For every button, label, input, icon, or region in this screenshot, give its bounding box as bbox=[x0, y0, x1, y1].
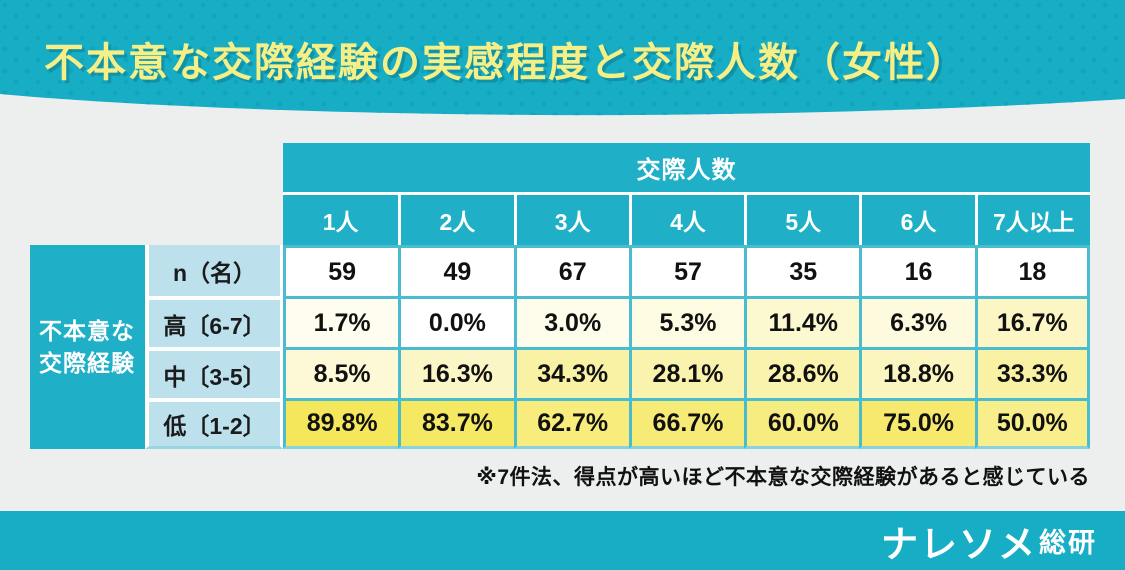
table-value-cell: 66.7% bbox=[628, 398, 745, 449]
table-value-cell: 16.7% bbox=[974, 296, 1090, 347]
table-value-cell: 8.5% bbox=[283, 347, 399, 398]
column-header: 2人 bbox=[398, 195, 514, 245]
table-value-cell: 75.0% bbox=[859, 398, 975, 449]
table-value-cell: 33.3% bbox=[974, 347, 1090, 398]
table-value-cell: 0.0% bbox=[398, 296, 514, 347]
table-value-cell: 5.3% bbox=[628, 296, 745, 347]
row-label: 高〔6-7〕 bbox=[145, 296, 283, 347]
table-value-cell: 16.3% bbox=[398, 347, 514, 398]
row-group-header: 不本意な 交際経験 bbox=[30, 245, 145, 449]
table-value-cell: 34.3% bbox=[513, 347, 629, 398]
table-value-cell: 35 bbox=[744, 245, 860, 296]
row-label: 中〔3-5〕 bbox=[145, 347, 283, 398]
page-title: 不本意な交際経験の実感程度と交際人数（女性） bbox=[44, 41, 968, 85]
table-value-cell: 59 bbox=[283, 245, 399, 296]
banner-shape bbox=[0, 0, 1125, 116]
table-value-cell: 60.0% bbox=[744, 398, 860, 449]
table-value-cell: 28.6% bbox=[744, 347, 860, 398]
table-value-cell: 28.1% bbox=[628, 347, 745, 398]
table-value-cell: 50.0% bbox=[974, 398, 1090, 449]
table-value-cell: 6.3% bbox=[859, 296, 975, 347]
table-value-cell: 89.8% bbox=[283, 398, 399, 449]
column-header: 1人 bbox=[283, 195, 399, 245]
brand-logo: ナレソメ 総研 bbox=[881, 514, 1097, 568]
row-label: n（名） bbox=[145, 245, 283, 296]
footnote: ※7件法、得点が高いほど不本意な交際経験があると感じている bbox=[476, 466, 1090, 489]
brand-logo-sub: 総研 bbox=[1039, 528, 1097, 558]
column-header: 4人 bbox=[628, 195, 745, 245]
row-label: 低〔1-2〕 bbox=[145, 398, 283, 449]
table-value-cell: 3.0% bbox=[513, 296, 629, 347]
data-table: 交際人数 1人 2人 3人 4人 5人 6人 7人以上不本意な 交際経験 n（名） 59 49 67 57… bbox=[30, 143, 1090, 449]
table-value-cell: 18.8% bbox=[859, 347, 975, 398]
column-header: 5人 bbox=[744, 195, 860, 245]
table-value-cell: 11.4% bbox=[744, 296, 860, 347]
column-header: 3人 bbox=[513, 195, 629, 245]
table-value-cell: 49 bbox=[398, 245, 514, 296]
table-value-cell: 18 bbox=[974, 245, 1090, 296]
table-value-cell: 83.7% bbox=[398, 398, 514, 449]
table-value-cell: 57 bbox=[628, 245, 745, 296]
column-header: 6人 bbox=[859, 195, 975, 245]
column-group-header: 交際人数 bbox=[283, 143, 1090, 195]
table-value-cell: 16 bbox=[859, 245, 975, 296]
brand-logo-main: ナレソメ bbox=[881, 523, 1037, 565]
footer-banner: ナレソメ 総研 bbox=[0, 511, 1125, 570]
header-banner: 不本意な交際経験の実感程度と交際人数（女性） bbox=[0, 0, 1125, 120]
column-header: 7人以上 bbox=[974, 195, 1090, 245]
table-value-cell: 1.7% bbox=[283, 296, 399, 347]
table-value-cell: 62.7% bbox=[513, 398, 629, 449]
table-value-cell: 67 bbox=[513, 245, 629, 296]
